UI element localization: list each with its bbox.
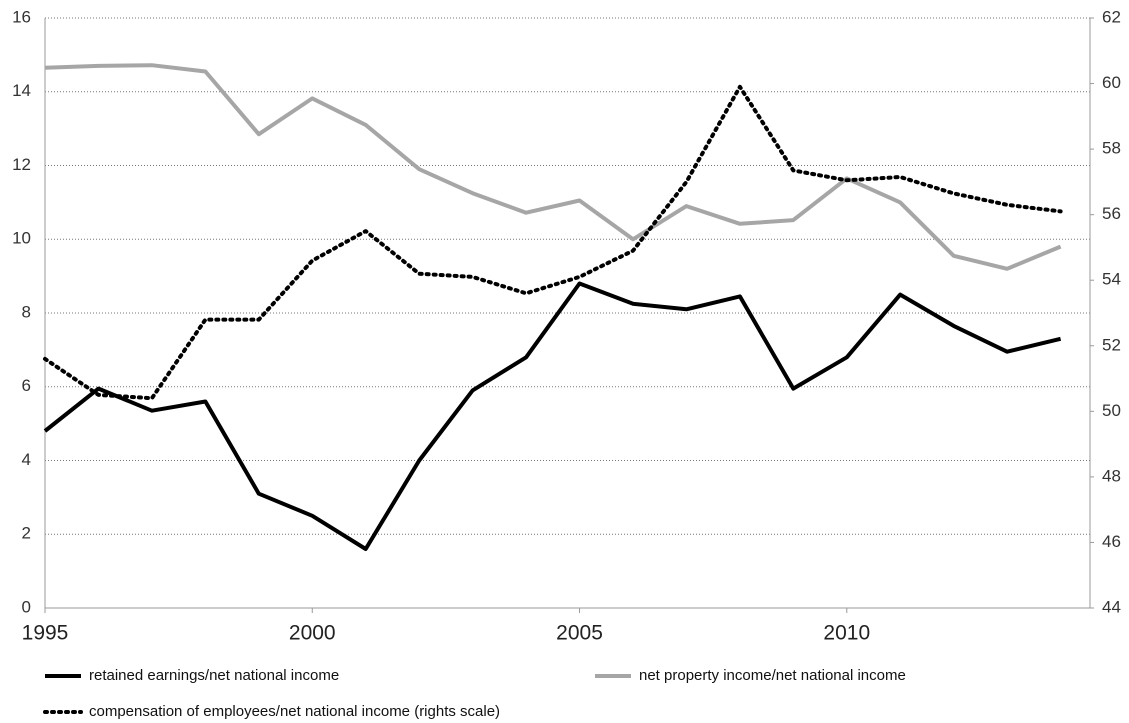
y2-tick-label: 52 [1102,335,1121,354]
y-tick-label: 10 [12,229,31,248]
y2-tick-label: 56 [1102,204,1121,223]
series-line [43,84,1063,401]
y2-tick-label: 50 [1102,401,1121,420]
legend-label: net property income/net national income [639,667,906,684]
y-tick-label: 14 [12,81,31,100]
y-tick-label: 6 [22,376,31,395]
y2-tick-label: 58 [1102,139,1121,158]
x-tick-label: 2005 [556,622,603,645]
y2-tick-label: 60 [1102,73,1121,92]
x-tick-label: 2010 [823,622,870,645]
y-tick-label: 4 [22,450,31,469]
legend-label: retained earnings/net national income [89,667,339,684]
y-tick-label: 0 [22,597,31,616]
series-line [43,281,1062,551]
y-tick-label: 8 [22,302,31,321]
y2-tick-label: 46 [1102,532,1121,551]
y2-tick-label: 44 [1102,597,1121,616]
x-tick-label: 1995 [22,622,69,645]
y-tick-label: 12 [12,155,31,174]
legend-label: compensation of employees/net national i… [89,703,500,720]
y2-tick-label: 54 [1102,270,1121,289]
series-line [44,63,1062,271]
x-tick-label: 2000 [289,622,336,645]
y2-tick-label: 62 [1102,7,1121,26]
y-tick-label: 16 [12,7,31,26]
y2-tick-label: 48 [1102,466,1121,485]
y-tick-label: 2 [22,524,31,543]
